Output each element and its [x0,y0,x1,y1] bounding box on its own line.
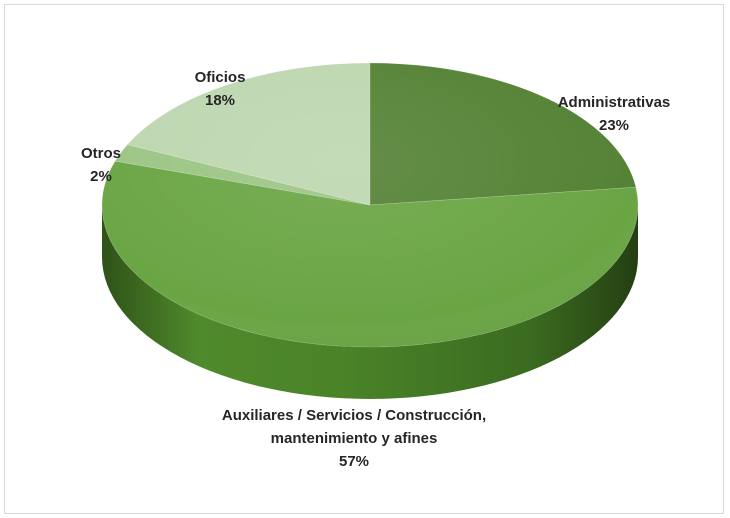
pie-side-wall [102,205,638,399]
slice-category-label: Otros [81,145,121,162]
slice-percent-label: 2% [90,168,112,185]
pie-labels: Administrativas 23% Auxiliares / Servicios… [81,69,670,470]
slice-category-label: Auxiliares / Servicios / Construcción, [222,407,486,424]
slice-percent-label: 18% [205,92,235,109]
slice-percent-label: 23% [599,117,629,134]
pie-slices [101,62,639,348]
slice-category-label: mantenimiento y afines [271,430,438,447]
slice-category-label: Administrativas [558,94,671,111]
slice-percent-label: 57% [339,453,369,470]
pie-side-wall-surface [102,205,638,399]
pie-top-shading [102,63,638,347]
slice-category-label: Oficios [195,69,246,86]
